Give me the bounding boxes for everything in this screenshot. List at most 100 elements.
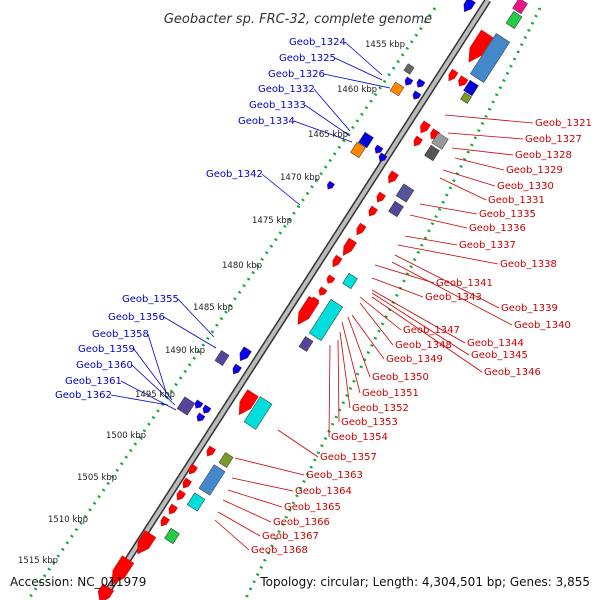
reverse-gene-label[interactable]: Geob_1330 xyxy=(497,181,554,192)
reverse-gene-label[interactable]: Geob_1331 xyxy=(488,195,545,206)
reverse-gene-label[interactable]: Geob_1343 xyxy=(425,292,482,303)
forward-gene-label[interactable]: Geob_1358 xyxy=(92,329,149,340)
gene-feature[interactable] xyxy=(330,254,343,269)
reverse-gene-label[interactable]: Geob_1350 xyxy=(372,372,429,383)
reverse-gene-label[interactable]: Geob_1340 xyxy=(514,320,571,331)
reverse-gene-label[interactable]: Geob_1354 xyxy=(331,432,388,443)
forward-gene-label[interactable]: Geob_1361 xyxy=(65,376,122,387)
forward-gene-label[interactable]: Geob_1333 xyxy=(249,100,306,111)
reverse-gene-label[interactable]: Geob_1349 xyxy=(386,354,443,365)
gene-feature[interactable] xyxy=(411,135,423,148)
forward-gene-label[interactable]: Geob_1325 xyxy=(279,53,336,64)
gene-feature[interactable] xyxy=(366,205,378,218)
gene-feature[interactable] xyxy=(424,144,440,162)
gene-feature[interactable] xyxy=(234,389,259,419)
gene-feature[interactable] xyxy=(377,152,388,164)
reverse-gene-label[interactable]: Geob_1367 xyxy=(262,531,319,542)
gene-feature[interactable] xyxy=(176,396,196,416)
gene-feature[interactable] xyxy=(388,200,404,218)
gene-feature[interactable] xyxy=(317,286,328,298)
gene-feature[interactable] xyxy=(230,363,242,376)
reverse-gene-label[interactable]: Geob_1344 xyxy=(467,338,524,349)
gene-feature[interactable] xyxy=(512,0,528,15)
reverse-gene-label[interactable]: Geob_1341 xyxy=(436,278,493,289)
gene-feature[interactable] xyxy=(339,237,357,258)
gene-feature[interactable] xyxy=(389,81,405,97)
gene-feature[interactable] xyxy=(374,191,386,204)
reverse-gene-label[interactable]: Geob_1364 xyxy=(295,486,352,497)
reverse-gene-label[interactable]: Geob_1366 xyxy=(273,517,330,528)
reverse-gene-label[interactable]: Geob_1345 xyxy=(471,350,528,361)
forward-gene-label[interactable]: Geob_1326 xyxy=(268,69,325,80)
gene-feature[interactable] xyxy=(385,170,399,185)
forward-gene-label[interactable]: Geob_1324 xyxy=(289,37,346,48)
reverse-gene-label[interactable]: Geob_1329 xyxy=(506,165,563,176)
gene-feature[interactable] xyxy=(463,29,494,66)
gene-feature[interactable] xyxy=(358,131,374,149)
reverse-gene-label[interactable]: Geob_1365 xyxy=(284,502,341,513)
gene-feature[interactable] xyxy=(293,295,320,328)
forward-gene-label[interactable]: Geob_1332 xyxy=(258,84,315,95)
gene-feature[interactable] xyxy=(325,180,335,191)
gene-feature[interactable] xyxy=(214,350,230,366)
gene-feature[interactable] xyxy=(193,399,204,411)
forward-gene-label[interactable]: Geob_1360 xyxy=(76,360,133,371)
gene-feature[interactable] xyxy=(505,11,523,29)
reverse-gene-label[interactable]: Geob_1346 xyxy=(484,367,541,378)
reverse-gene-label[interactable]: Geob_1328 xyxy=(515,150,572,161)
gene-feature[interactable] xyxy=(395,183,415,203)
forward-gene-label[interactable]: Geob_1362 xyxy=(55,390,112,401)
gene-feature[interactable] xyxy=(174,489,186,502)
gene-feature[interactable] xyxy=(198,464,226,496)
reverse-gene-label[interactable]: Geob_1321 xyxy=(535,118,592,129)
gene-feature[interactable] xyxy=(469,33,511,83)
gene-feature[interactable] xyxy=(373,144,384,156)
gene-feature[interactable] xyxy=(158,515,170,528)
gene-feature[interactable] xyxy=(94,583,115,600)
forward-gene-label[interactable]: Geob_1355 xyxy=(122,294,179,305)
gene-feature[interactable] xyxy=(463,79,479,97)
gene-feature[interactable] xyxy=(186,492,206,512)
gene-feature[interactable] xyxy=(417,120,431,135)
reverse-gene-label[interactable]: Geob_1353 xyxy=(341,417,398,428)
gene-feature[interactable] xyxy=(411,90,422,102)
reverse-gene-label[interactable]: Geob_1363 xyxy=(306,470,363,481)
gene-feature[interactable] xyxy=(431,132,449,150)
reverse-gene-label[interactable]: Geob_1337 xyxy=(459,240,516,251)
reverse-gene-label[interactable]: Geob_1327 xyxy=(525,134,582,145)
gene-feature[interactable] xyxy=(195,412,206,424)
gene-feature[interactable] xyxy=(166,503,178,516)
reverse-gene-label[interactable]: Geob_1338 xyxy=(500,259,557,270)
gene-feature[interactable] xyxy=(308,299,344,341)
reverse-gene-label[interactable]: Geob_1339 xyxy=(501,303,558,314)
gene-feature[interactable] xyxy=(201,404,212,416)
gene-feature[interactable] xyxy=(236,346,252,364)
gene-feature[interactable] xyxy=(325,274,336,286)
gene-feature[interactable] xyxy=(132,530,157,557)
gene-feature[interactable] xyxy=(298,336,314,352)
reverse-gene-label[interactable]: Geob_1336 xyxy=(469,223,526,234)
gene-feature[interactable] xyxy=(342,272,358,290)
gene-feature[interactable] xyxy=(106,555,135,589)
gene-feature[interactable] xyxy=(180,477,192,490)
gene-feature[interactable] xyxy=(186,463,198,476)
gene-feature[interactable] xyxy=(460,92,472,104)
gene-feature[interactable] xyxy=(354,222,367,237)
gene-feature[interactable] xyxy=(456,75,469,89)
reverse-gene-label[interactable]: Geob_1335 xyxy=(479,209,536,220)
reverse-gene-label[interactable]: Geob_1351 xyxy=(362,388,419,399)
gene-feature[interactable] xyxy=(164,527,180,545)
gene-feature[interactable] xyxy=(403,76,414,88)
reverse-gene-label[interactable]: Geob_1357 xyxy=(320,452,377,463)
gene-feature[interactable] xyxy=(460,0,476,14)
forward-gene-label[interactable]: Geob_1359 xyxy=(78,344,135,355)
gene-feature[interactable] xyxy=(204,445,216,458)
reverse-gene-label[interactable]: Geob_1352 xyxy=(352,403,409,414)
gene-feature[interactable] xyxy=(403,63,415,75)
gene-feature[interactable] xyxy=(415,78,426,90)
reverse-gene-label[interactable]: Geob_1347 xyxy=(403,325,460,336)
gene-feature[interactable] xyxy=(243,396,273,430)
forward-gene-label[interactable]: Geob_1356 xyxy=(108,312,165,323)
gene-feature[interactable] xyxy=(350,141,366,159)
gene-feature[interactable] xyxy=(446,68,459,83)
